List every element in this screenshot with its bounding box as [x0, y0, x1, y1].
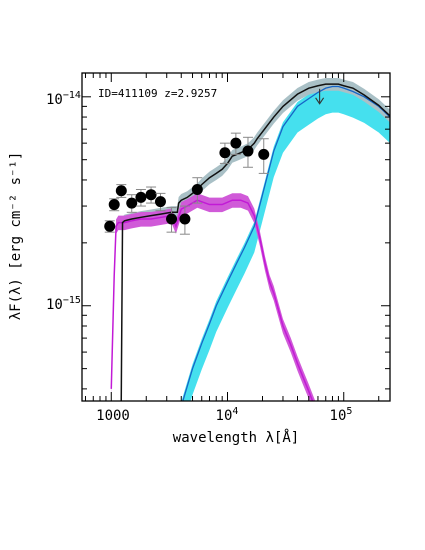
x-axis-label: wavelength λ[Å]	[173, 429, 299, 446]
data-point	[166, 213, 178, 225]
model-bands	[111, 77, 390, 401]
plot-frame	[81, 72, 391, 402]
total-band	[121, 77, 390, 401]
data-point	[135, 191, 147, 203]
object-annotation: ID=411109 z=2.9257	[98, 87, 217, 100]
dust-curve	[182, 85, 390, 401]
data-point	[191, 184, 203, 196]
data-point	[230, 137, 242, 149]
x-tick-label-1e4: 104	[216, 406, 239, 424]
x-tick-label-1e5: 105	[330, 406, 353, 424]
photometry-points	[104, 132, 270, 235]
data-point	[115, 185, 127, 197]
stellar-curve	[110, 199, 314, 401]
axis-ticks	[82, 73, 390, 401]
data-point	[126, 197, 138, 209]
data-point	[145, 189, 157, 201]
y-axis-label: λF(λ) [erg cm⁻² s⁻¹]	[8, 152, 24, 321]
x-tick-label-1000: 1000	[96, 408, 130, 424]
y-tick-label-1e-15: 10−15	[46, 295, 81, 313]
data-point	[108, 199, 120, 211]
data-point	[154, 196, 166, 208]
model-curves	[110, 83, 390, 401]
upper-limit-arrow-icon	[315, 97, 325, 105]
dust-band	[181, 82, 390, 401]
data-point	[179, 213, 191, 225]
total-curve	[120, 83, 390, 401]
data-point	[104, 220, 116, 232]
y-tick-label-1e-14: 10−14	[46, 90, 81, 108]
upper-limits	[315, 88, 325, 105]
data-point	[219, 147, 231, 159]
data-point	[242, 145, 254, 157]
data-point	[258, 148, 270, 160]
